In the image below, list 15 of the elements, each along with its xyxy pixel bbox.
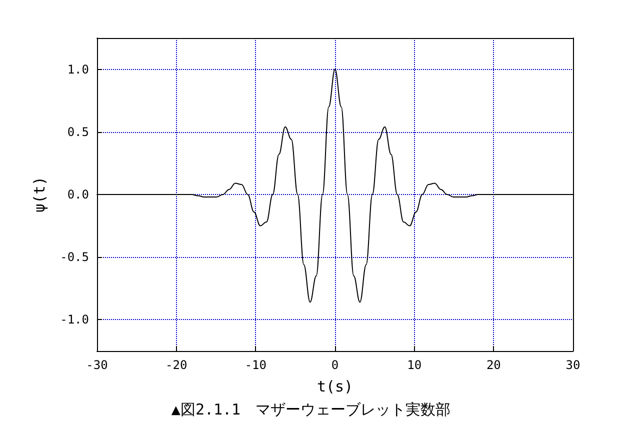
x-tick-label: 10	[407, 358, 422, 372]
text: ▲図2.1.1 マザーウェーブレット実数部	[171, 400, 451, 418]
x-tick-label: 30	[566, 358, 580, 372]
y-tick-label: -0.5	[60, 250, 89, 264]
y-tick-label: -1.0	[60, 312, 89, 327]
y-tick-label: 0.5	[67, 124, 89, 139]
y-axis-title: ψ(t)	[30, 176, 48, 213]
x-tick-label: 0	[331, 358, 339, 372]
y-tick-label: 1.0	[67, 62, 89, 76]
x-axis-title: t(s)	[316, 378, 354, 396]
x-tick-label: -30	[86, 358, 108, 372]
x-tick-label: -20	[165, 358, 188, 372]
x-tick-label: -10	[244, 358, 267, 372]
y-tick-label: 0.0	[67, 188, 89, 202]
x-tick-label: 20	[486, 358, 501, 372]
